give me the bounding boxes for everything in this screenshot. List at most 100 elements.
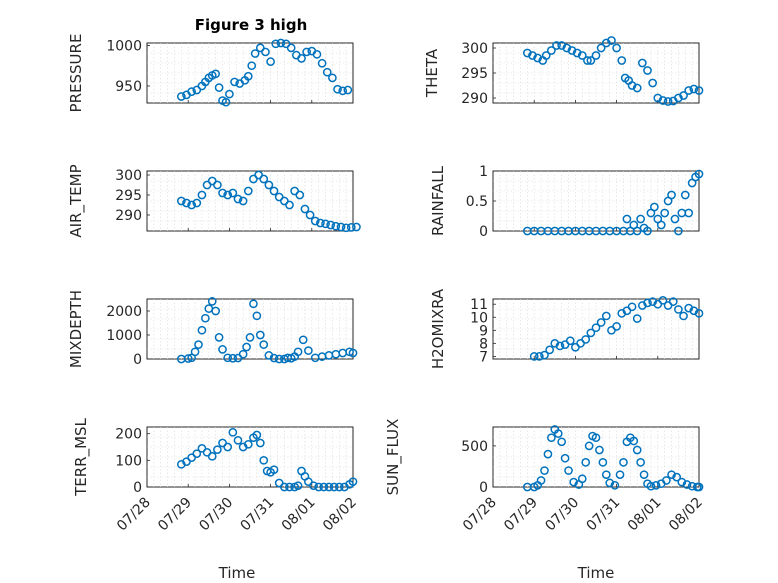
data-point-terr-msl [228,427,238,437]
x-tick-label: 07/31 [238,495,278,535]
data-point-rainfall [656,220,666,230]
data-point-sun-flux [553,429,563,438]
data-point-theta [577,51,587,60]
data-point-mixdepth [242,342,251,352]
data-point-mixdepth [183,354,193,363]
data-point-h2omixra [586,328,596,338]
data-point-mixdepth [201,313,210,323]
data-point-h2omixra [601,311,611,321]
data-point-terr-msl [213,445,222,455]
data-point-theta [648,78,658,88]
data-point-theta [562,43,572,53]
x-tick-label: 08/02 [666,495,706,535]
data-point-air-temp [316,218,325,228]
data-point-theta [522,48,532,58]
y-tick-label: 295 [115,188,142,204]
data-point-terr-msl [223,442,233,452]
data-point-terr-msl [285,482,294,492]
subplot-sun-flux: 0 500 07/28 07/29 07/30 07/31 08/01 08/02 SUN_F… [384,419,706,582]
data-point-air-temp [187,200,196,210]
data-point-h2omixra [591,323,601,333]
data-point-theta [547,46,556,55]
data-point-mixdepth [207,297,217,306]
ylabel-theta: THETA [423,48,441,98]
y-tick-label: 1 [479,164,488,180]
data-point-theta [528,51,537,60]
data-point-pressure [276,38,286,48]
data-point-air-temp [197,190,207,200]
data-point-air-temp [310,216,320,226]
data-point-theta [533,53,542,63]
x-tick-label: 08/01 [279,495,319,535]
data-point-sun-flux [564,466,573,475]
data-point-sun-flux [543,449,553,459]
data-point-theta [617,56,627,65]
y-tick-label: 0 [479,480,488,496]
subplot-terr-msl: 0 100 200 07/28 07/29 07/30 07/31 08/01 08/02 TE… [72,417,360,582]
data-point-pressure [338,86,348,96]
data-point-sun-flux [610,481,620,490]
data-point-h2omixra [596,318,606,327]
data-point-pressure [187,87,196,96]
data-point-sun-flux [619,457,628,467]
data-point-theta [557,41,567,50]
data-point-pressure [247,61,257,71]
data-point-air-temp [331,221,341,231]
data-point-mixdepth [194,340,203,349]
data-point-air-temp [285,200,294,210]
data-point-pressure [286,43,296,53]
data-point-sun-flux [629,436,639,446]
y-tick-label: 500 [461,439,488,455]
y-tick-label: 0 [133,352,142,368]
data-point-theta [612,43,621,53]
data-point-terr-msl [314,482,324,492]
data-point-theta [674,93,683,103]
data-point-sun-flux [536,476,546,485]
data-point-mixdepth [259,340,269,349]
x-tick-label: 07/30 [542,495,582,535]
x-tick-label: 08/02 [320,495,360,535]
y-tick-label: 300 [115,168,142,184]
data-point-pressure [243,71,253,81]
x-tick-label: 07/29 [501,495,541,535]
data-point-terr-msl [329,482,339,492]
x-tick-label: 07/31 [584,495,624,535]
data-point-rainfall [684,208,694,218]
data-point-h2omixra [535,352,544,361]
data-point-air-temp [305,210,315,220]
data-point-sun-flux [667,470,676,480]
data-point-h2omixra [658,295,668,305]
data-point-terr-msl [243,439,253,449]
subplot-theta: 290 295 300 THETA [423,36,704,107]
data-point-rainfall [694,169,704,179]
data-point-sun-flux [547,433,556,443]
data-point-sun-flux [601,470,611,480]
data-point-h2omixra [679,311,688,321]
data-point-sun-flux [560,453,570,463]
data-point-h2omixra [627,302,637,312]
data-point-pressure [230,77,239,87]
x-tick-label: 07/28 [460,495,500,535]
x-tick-label: 07/30 [196,495,236,535]
data-point-theta [658,96,668,105]
data-point-air-temp [341,223,351,233]
data-point-air-temp [352,222,361,232]
data-point-sun-flux [581,457,591,467]
data-point-terr-msl [279,482,289,492]
data-point-h2omixra [643,298,652,308]
ylabel-rainfall: RAINFALL [429,165,447,236]
data-point-mixdepth [190,347,200,357]
data-point-pressure [214,83,224,92]
data-point-theta [663,97,673,106]
data-point-h2omixra [581,335,591,344]
data-point-air-temp [213,180,222,190]
data-point-terr-msl [255,438,265,448]
y-tick-label: 1000 [106,38,142,54]
ylabel-air-temp: AIR_TEMP [67,164,86,237]
data-point-rainfall [632,226,642,236]
data-point-rainfall [670,214,680,224]
data-point-h2omixra [529,352,539,361]
y-tick-label: 200 [115,427,142,443]
